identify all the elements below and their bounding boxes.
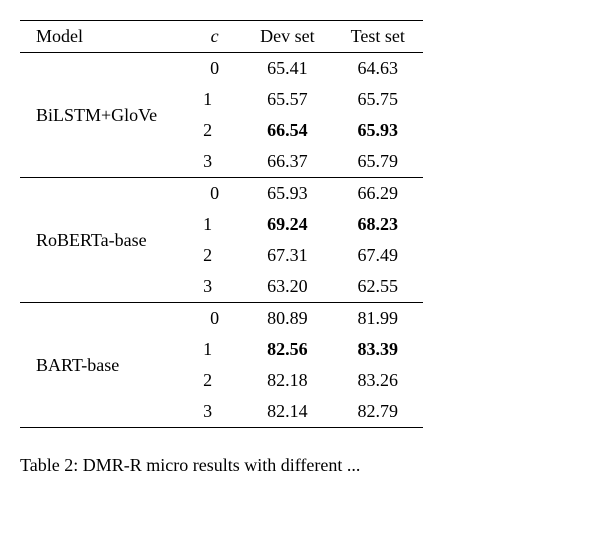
cell-c: 3 bbox=[187, 271, 242, 303]
cell-test: 65.93 bbox=[333, 115, 423, 146]
table-row: BART-base080.8981.99 bbox=[20, 303, 423, 335]
cell-dev: 66.37 bbox=[242, 146, 332, 178]
cell-dev: 80.89 bbox=[242, 303, 332, 335]
cell-test: 68.23 bbox=[333, 209, 423, 240]
cell-test: 65.79 bbox=[333, 146, 423, 178]
header-dev: Dev set bbox=[242, 21, 332, 53]
cell-dev: 82.18 bbox=[242, 365, 332, 396]
cell-test: 81.99 bbox=[333, 303, 423, 335]
cell-c: 2 bbox=[187, 115, 242, 146]
caption-text: Table 2: DMR-R micro results with differ… bbox=[20, 455, 360, 475]
cell-test: 67.49 bbox=[333, 240, 423, 271]
cell-c: 0 bbox=[187, 178, 242, 210]
cell-c: 1 bbox=[187, 334, 242, 365]
cell-c: 0 bbox=[187, 53, 242, 85]
cell-dev: 63.20 bbox=[242, 271, 332, 303]
cell-c: 0 bbox=[187, 303, 242, 335]
header-row: Model c Dev set Test set bbox=[20, 21, 423, 53]
table-caption: Table 2: DMR-R micro results with differ… bbox=[20, 455, 582, 476]
cell-dev: 69.24 bbox=[242, 209, 332, 240]
cell-test: 65.75 bbox=[333, 84, 423, 115]
cell-dev: 65.57 bbox=[242, 84, 332, 115]
cell-c: 1 bbox=[187, 84, 242, 115]
cell-test: 66.29 bbox=[333, 178, 423, 210]
cell-test: 83.26 bbox=[333, 365, 423, 396]
header-model: Model bbox=[20, 21, 187, 53]
cell-dev: 65.41 bbox=[242, 53, 332, 85]
table-header: Model c Dev set Test set bbox=[20, 21, 423, 53]
table-row: RoBERTa-base065.9366.29 bbox=[20, 178, 423, 210]
cell-c: 2 bbox=[187, 365, 242, 396]
header-test: Test set bbox=[333, 21, 423, 53]
cell-c: 3 bbox=[187, 146, 242, 178]
cell-model: BART-base bbox=[20, 303, 187, 428]
results-table-container: Model c Dev set Test set BiLSTM+GloVe065… bbox=[20, 20, 423, 428]
table-row: BiLSTM+GloVe065.4164.63 bbox=[20, 53, 423, 85]
cell-dev: 66.54 bbox=[242, 115, 332, 146]
header-c: c bbox=[187, 21, 242, 53]
cell-model: BiLSTM+GloVe bbox=[20, 53, 187, 178]
cell-test: 83.39 bbox=[333, 334, 423, 365]
cell-c: 2 bbox=[187, 240, 242, 271]
cell-c: 1 bbox=[187, 209, 242, 240]
cell-model: RoBERTa-base bbox=[20, 178, 187, 303]
cell-dev: 67.31 bbox=[242, 240, 332, 271]
cell-dev: 65.93 bbox=[242, 178, 332, 210]
cell-c: 3 bbox=[187, 396, 242, 428]
results-table: Model c Dev set Test set BiLSTM+GloVe065… bbox=[20, 20, 423, 428]
cell-dev: 82.14 bbox=[242, 396, 332, 428]
cell-dev: 82.56 bbox=[242, 334, 332, 365]
cell-test: 82.79 bbox=[333, 396, 423, 428]
cell-test: 64.63 bbox=[333, 53, 423, 85]
table-body: BiLSTM+GloVe065.4164.63165.5765.75266.54… bbox=[20, 53, 423, 428]
cell-test: 62.55 bbox=[333, 271, 423, 303]
